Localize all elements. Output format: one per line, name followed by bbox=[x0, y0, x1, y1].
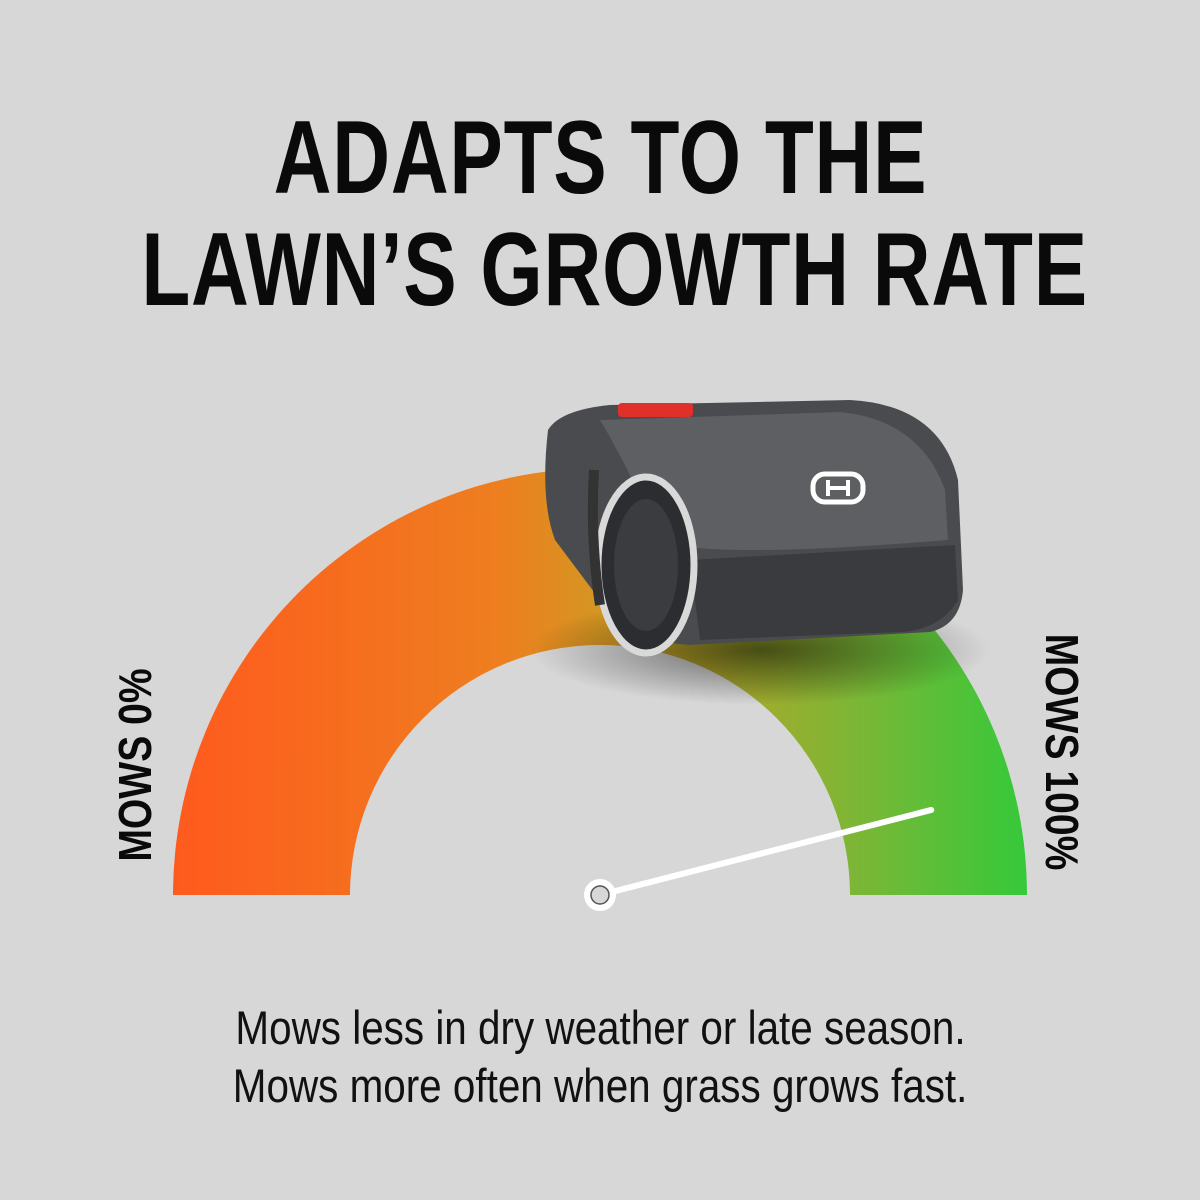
robot-mower-image bbox=[530, 400, 990, 705]
gauge-min-label: MOWS 0% bbox=[109, 668, 161, 862]
gauge-max-label: MOWS 100% bbox=[1036, 633, 1088, 871]
caption-line-1: Mows less in dry weather or late season. bbox=[234, 1001, 966, 1054]
gauge-needle bbox=[597, 806, 935, 898]
caption-line-2: Mows more often when grass grows fast. bbox=[232, 1059, 968, 1112]
gauge-pivot-inner bbox=[590, 885, 610, 905]
headline-line-1: ADAPTS TO THE bbox=[273, 100, 927, 216]
headline-line-2: LAWN’S GROWTH RATE bbox=[141, 212, 1088, 328]
